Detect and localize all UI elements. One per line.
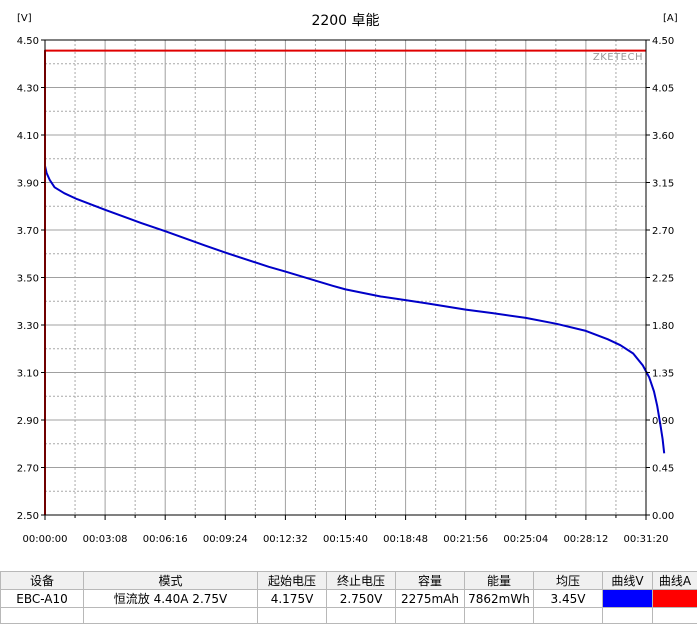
summary-table: 设备 模式 起始电压 终止电压 容量 能量 均压 曲线V 曲线A EBC-A10… — [0, 571, 697, 624]
cell-avg-voltage: 3.45V — [533, 589, 603, 608]
header-device: 设备 — [0, 571, 84, 590]
table-row[interactable]: EBC-A10 恒流放 4.40A 2.75V 4.175V 2.750V 22… — [0, 589, 697, 608]
chart-title: 2200 卓能 — [311, 13, 379, 29]
discharge-chart: 4.50 4.30 4.10 3.90 3.70 3.50 3.30 3.10 2.90 2.70… — [17, 13, 678, 545]
right-tick-label: 1.80 — [652, 321, 674, 332]
curve-a-color-swatch[interactable] — [652, 589, 697, 608]
right-tick-label: 0.00 — [652, 511, 674, 522]
curve-v-color-swatch[interactable] — [602, 589, 653, 608]
left-tick-label: 2.90 — [17, 416, 39, 427]
axis-ticks: 4.50 4.30 4.10 3.90 3.70 3.50 3.30 3.10 2.90 2.70… — [17, 36, 675, 545]
right-tick-label: 0.45 — [652, 464, 674, 475]
left-tick-label: 3.90 — [17, 179, 39, 190]
right-tick-label: 3.15 — [652, 179, 674, 190]
left-tick-label: 2.70 — [17, 464, 39, 475]
header-curve-v: 曲线V — [602, 571, 653, 590]
header-avg-voltage: 均压 — [533, 571, 603, 590]
right-tick-label: 1.35 — [652, 369, 674, 380]
right-tick-label: 4.05 — [652, 84, 674, 95]
header-start-voltage: 起始电压 — [257, 571, 327, 590]
right-axis-unit: [A] — [663, 13, 678, 24]
cell-device: EBC-A10 — [0, 589, 84, 608]
x-tick-label: 00:31:20 — [624, 534, 669, 545]
header-end-voltage: 终止电压 — [326, 571, 396, 590]
watermark-text: ZKETECH — [593, 52, 643, 63]
right-tick-label: 4.50 — [652, 36, 674, 47]
cell-end-voltage: 2.750V — [326, 589, 396, 608]
left-tick-label: 3.70 — [17, 226, 39, 237]
cell-start-voltage: 4.175V — [257, 589, 327, 608]
header-capacity: 容量 — [395, 571, 465, 590]
chart-grid — [45, 40, 646, 515]
left-tick-label: 3.30 — [17, 321, 39, 332]
header-energy: 能量 — [464, 571, 534, 590]
header-curve-a: 曲线A — [652, 571, 697, 590]
x-tick-label: 00:18:48 — [383, 534, 428, 545]
left-tick-label: 3.10 — [17, 369, 39, 380]
x-tick-label: 00:12:32 — [263, 534, 308, 545]
cell-mode: 恒流放 4.40A 2.75V — [83, 589, 258, 608]
left-tick-label: 4.30 — [17, 84, 39, 95]
right-tick-label: 0.90 — [652, 416, 674, 427]
table-row-empty — [0, 607, 697, 624]
left-tick-label: 4.50 — [17, 36, 39, 47]
right-tick-label: 2.70 — [652, 226, 674, 237]
voltage-curve-line — [44, 165, 666, 454]
left-tick-label: 2.50 — [17, 511, 39, 522]
x-tick-label: 00:06:16 — [143, 534, 188, 545]
cell-energy: 7862mWh — [464, 589, 534, 608]
x-tick-label: 00:00:00 — [23, 534, 68, 545]
left-tick-label: 4.10 — [17, 131, 39, 142]
left-axis-unit: [V] — [17, 13, 32, 24]
left-tick-label: 3.50 — [17, 274, 39, 285]
right-tick-label: 2.25 — [652, 274, 674, 285]
header-mode: 模式 — [83, 571, 258, 590]
cell-capacity: 2275mAh — [395, 589, 465, 608]
x-tick-label: 00:25:04 — [503, 534, 548, 545]
x-tick-label: 00:09:24 — [203, 534, 248, 545]
x-tick-label: 00:28:12 — [563, 534, 608, 545]
x-tick-label: 00:03:08 — [83, 534, 128, 545]
x-tick-label: 00:21:56 — [443, 534, 488, 545]
x-tick-label: 00:15:40 — [323, 534, 368, 545]
summary-header-row: 设备 模式 起始电压 终止电压 容量 能量 均压 曲线V 曲线A — [0, 571, 697, 590]
right-tick-label: 3.60 — [652, 131, 674, 142]
